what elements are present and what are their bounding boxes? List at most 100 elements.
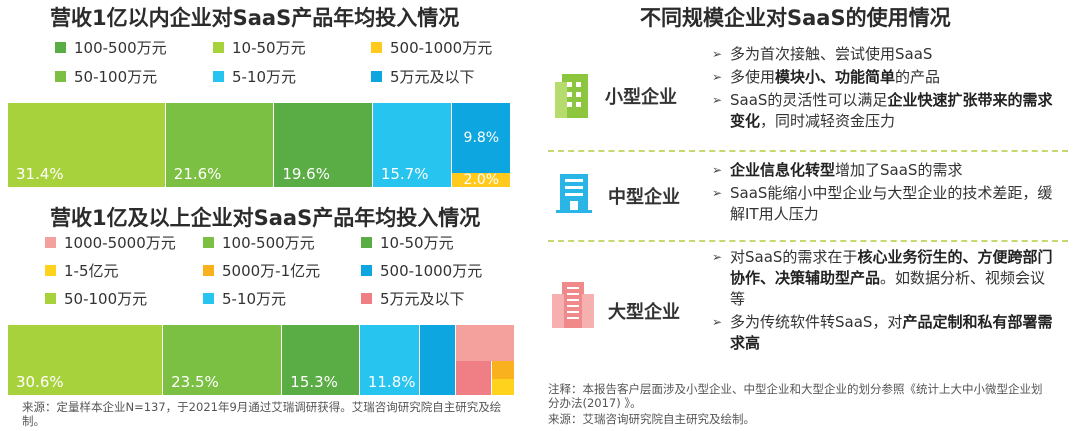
legend-item: 10-50万元 [213, 37, 306, 58]
left-source-note: 来源：定量样本企业N=137，于2021年9月通过艾瑞调研获得。艾瑞咨询研究院自… [22, 400, 502, 428]
right-title: 不同规模企业对SaaS的使用情况 [640, 6, 951, 30]
bar-segment [451, 172, 511, 187]
bullet-text-bold: 模块小、功能简单 [775, 68, 896, 86]
legend-swatch [361, 265, 372, 276]
legend-swatch [45, 293, 56, 304]
bar-data-label: 15.3% [290, 373, 338, 391]
legend-item: 50-100万元 [55, 66, 157, 87]
bar-data-label: 19.6% [282, 165, 330, 183]
bar-segment [372, 103, 452, 187]
legend-swatch [203, 265, 214, 276]
bar-segment [274, 103, 373, 187]
medium-building-icon [554, 170, 594, 214]
bullet-item: ➢ 多为传统软件转SaaS，对产品定制和私有部署需求高 [712, 312, 1057, 354]
arrow-bullet-icon: ➢ [712, 70, 723, 84]
bullet-item: ➢ 对SaaS的需求在于核心业务衍生的、方便跨部门协作、决策辅助型产品。如数据分析… [712, 247, 1057, 310]
bullet-text: SaaS的灵活性可以满足企业快速扩张带来的需求变化，同时减轻资金压力 [730, 90, 1057, 132]
legend-label: 10-50万元 [232, 39, 306, 57]
bar-segment [8, 325, 164, 395]
bar-segment [492, 360, 515, 380]
small-enterprise-label: 小型企业 [605, 87, 677, 108]
arrow-bullet-icon: ➢ [712, 47, 723, 61]
bullet-text-part: 多使用 [730, 68, 776, 86]
legend-item: 10-50万元 [361, 232, 454, 253]
bullet-text: 多为传统软件转SaaS，对产品定制和私有部署需求高 [730, 312, 1057, 354]
large-building-icon [550, 280, 596, 330]
bar-data-label: 31.4% [16, 165, 64, 183]
bullet-text-bold: 企业信息化转型 [730, 161, 836, 179]
bullet-text-part: 对SaaS的需求在于 [730, 248, 858, 266]
legend-label: 500-1000万元 [380, 262, 483, 280]
bar-segment [455, 360, 493, 395]
legend-label: 100-500万元 [222, 234, 315, 252]
bar-segment [282, 325, 360, 395]
legend-swatch [55, 42, 66, 53]
bullet-text: 多使用模块小、功能简单的产品 [730, 67, 1057, 88]
right-footnote: 注释：本报告客户层面涉及小型企业、中型企业和大型企业的划分参照《统计上大中小微型… [548, 382, 1043, 410]
chart1-title: 营收1亿以内企业对SaaS产品年均投入情况 [50, 6, 460, 30]
bar-segment [451, 103, 511, 173]
bar-data-label: 30.6% [16, 373, 64, 391]
medium-enterprise-label: 中型企业 [608, 187, 680, 208]
legend-label: 1-5亿元 [64, 262, 119, 280]
bullet-text-bold: 企业快速扩张带来的需求变化 [730, 91, 1053, 130]
arrow-bullet-icon: ➢ [712, 250, 723, 264]
bullet-item: ➢ SaaS能缩小中型企业与大型企业的技术差距，缓解IT用人压力 [712, 183, 1057, 225]
bullet-text-part: SaaS能缩小中型企业与大型企业的技术差距，缓解IT用人压力 [730, 184, 1053, 223]
bar-data-label: 9.8% [463, 129, 500, 146]
legend-item: 1000-5000万元 [45, 232, 176, 253]
bar-data-label: 15.7% [380, 165, 429, 183]
legend-swatch [213, 42, 224, 53]
legend-label: 5万元及以下 [390, 68, 475, 86]
legend-swatch [45, 237, 56, 248]
chart2-stacked-bar: 30.6% 23.5% 15.3% 11.8% [8, 325, 515, 395]
legend-item: 500-1000万元 [361, 260, 482, 281]
legend-label: 50-100万元 [74, 68, 158, 86]
legend-swatch [55, 71, 66, 82]
bullet-text: 企业信息化转型增加了SaaS的需求 [730, 160, 1057, 181]
legend-swatch [45, 265, 56, 276]
small-building-icon [552, 72, 594, 120]
bar-segment [163, 325, 283, 395]
legend-swatch [361, 237, 372, 248]
legend-item: 5-10万元 [213, 66, 296, 87]
bullet-text-part: 的产品 [895, 68, 941, 86]
bullet-text-bold: 核心业务衍生的、方便跨部门协作、决策辅助型产品 [730, 248, 1053, 287]
bullet-text-part: SaaS的灵活性可以满足 [730, 91, 888, 109]
legend-swatch [213, 71, 224, 82]
arrow-bullet-icon: ➢ [712, 93, 723, 107]
bullet-item: ➢ 多为首次接触、尝试使用SaaS [712, 44, 1057, 65]
bar-segment [419, 325, 456, 395]
bullet-item: ➢ 多使用模块小、功能简单的产品 [712, 67, 1057, 88]
bullet-text-part: 。如数据分析、视频会议等 [730, 269, 1046, 308]
legend-label: 10-50万元 [380, 234, 454, 252]
bar-segment [165, 103, 275, 187]
chart2-title: 营收1亿及以上企业对SaaS产品年均投入情况 [50, 206, 481, 230]
right-source-note: 来源：艾瑞咨询研究院自主研究及绘制。 [548, 412, 755, 426]
bullet-text-part: 增加了SaaS的需求 [835, 161, 963, 179]
bar-segment [8, 103, 166, 187]
large-enterprise-label: 大型企业 [608, 302, 680, 323]
legend-label: 1000-5000万元 [64, 234, 176, 252]
legend-label: 50-100万元 [64, 290, 148, 308]
legend-item: 1-5亿元 [45, 260, 119, 281]
legend-item: 5万元及以下 [361, 288, 465, 309]
arrow-bullet-icon: ➢ [712, 163, 723, 177]
legend-item: 50-100万元 [45, 288, 147, 309]
bar-segment [455, 325, 515, 361]
bar-data-label: 11.8% [367, 373, 416, 391]
legend-swatch [203, 293, 214, 304]
arrow-bullet-icon: ➢ [712, 315, 723, 329]
legend-label: 500-1000万元 [390, 39, 493, 57]
legend-item: 100-500万元 [203, 232, 315, 253]
bar-data-label: 21.6% [173, 165, 222, 183]
legend-swatch [203, 237, 214, 248]
legend-item: 5万元及以下 [371, 66, 475, 87]
legend-item: 5-10万元 [203, 288, 286, 309]
legend-item: 500-1000万元 [371, 37, 492, 58]
legend-swatch [371, 71, 382, 82]
bar-data-label: 23.5% [171, 373, 219, 391]
legend-label: 5万元及以下 [380, 290, 465, 308]
divider-2 [548, 240, 1068, 242]
bullet-text-part: 多为首次接触、尝试使用SaaS [730, 45, 933, 63]
